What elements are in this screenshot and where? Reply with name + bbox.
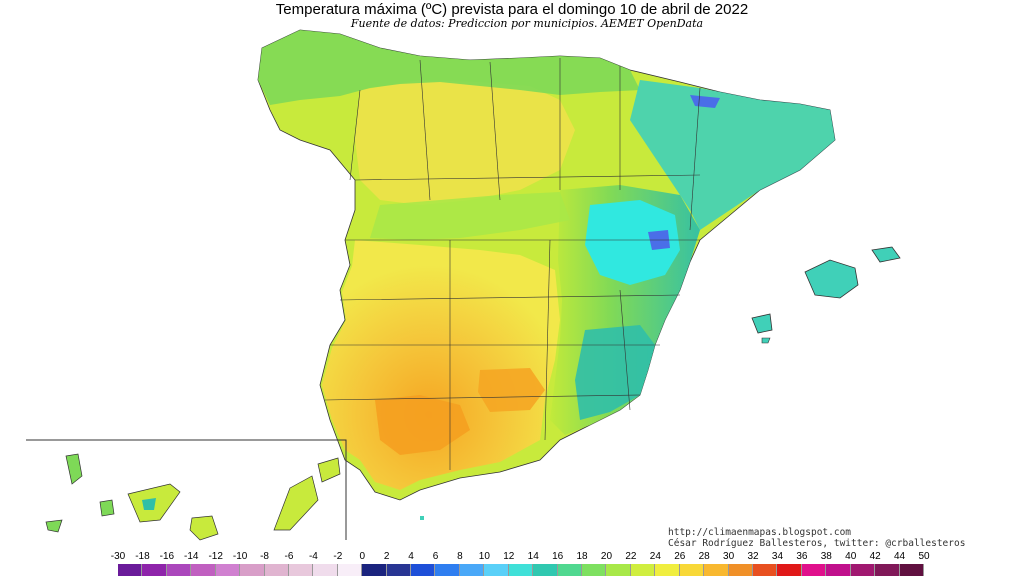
legend-tick-label: 24 bbox=[649, 551, 661, 562]
canary-inset-frame bbox=[26, 439, 347, 540]
legend-swatch bbox=[777, 564, 802, 576]
legend-swatch bbox=[899, 564, 924, 576]
legend-tick-label: -16 bbox=[159, 551, 175, 562]
legend-swatch bbox=[801, 564, 827, 576]
map-subtitle: Fuente de datos: Prediccion por municipi… bbox=[350, 17, 704, 30]
legend-swatch bbox=[362, 564, 387, 576]
legend-swatch bbox=[435, 564, 460, 576]
fuerteventura bbox=[273, 475, 319, 531]
legend-tick-label: -30 bbox=[110, 551, 126, 562]
legend-tick-label: 26 bbox=[674, 551, 686, 562]
legend-tick-label: -18 bbox=[135, 551, 150, 562]
legend-swatch bbox=[118, 564, 143, 576]
central-system-band bbox=[370, 192, 570, 240]
legend-tick-label: 22 bbox=[625, 551, 637, 562]
legend-tick-label: -2 bbox=[333, 551, 343, 562]
north-coast-zone bbox=[258, 30, 640, 105]
legend-tick-label: -12 bbox=[208, 551, 223, 562]
legend-swatch bbox=[484, 564, 509, 576]
lanzarote bbox=[317, 457, 341, 483]
north-central-zone bbox=[355, 80, 575, 205]
legend-tick-label: 44 bbox=[894, 551, 906, 562]
legend-tick-label: -14 bbox=[184, 551, 199, 562]
legend-swatch bbox=[728, 564, 753, 576]
credits-author: César Rodríguez Ballesteros, twitter: @c… bbox=[668, 538, 966, 549]
legend-swatch bbox=[142, 564, 167, 576]
province-borders bbox=[324, 58, 701, 470]
legend-swatch bbox=[508, 564, 534, 576]
gran-canaria bbox=[189, 515, 219, 541]
iberian-system-cyan bbox=[585, 200, 680, 285]
legend-swatch bbox=[264, 564, 289, 576]
legend-swatch bbox=[215, 564, 241, 576]
legend-swatch bbox=[337, 564, 363, 576]
la-palma bbox=[65, 453, 83, 485]
legend-swatch bbox=[386, 564, 412, 576]
legend-color-scale bbox=[118, 564, 924, 576]
legend-swatch bbox=[533, 564, 558, 576]
legend-swatch bbox=[875, 564, 900, 576]
legend-tick-label: 34 bbox=[771, 551, 784, 562]
legend-tick-label: -6 bbox=[284, 551, 294, 562]
legend-tick-label: 40 bbox=[845, 551, 857, 562]
teide-spot bbox=[142, 498, 156, 510]
legend-tick-label: -4 bbox=[308, 551, 318, 562]
legend-swatch bbox=[313, 564, 338, 576]
legend-tick-label: 4 bbox=[408, 551, 414, 562]
legend-tick-label: 38 bbox=[820, 551, 832, 562]
legend-tick-label: 50 bbox=[918, 551, 930, 562]
legend-swatch bbox=[411, 564, 436, 576]
legend-tick-label: 18 bbox=[576, 551, 588, 562]
legend-swatch bbox=[606, 564, 631, 576]
guadalquivir-hot-spot bbox=[375, 395, 470, 455]
legend-swatch bbox=[752, 564, 778, 576]
credits: http://climaenmapas.blogspot.com César R… bbox=[668, 527, 965, 549]
formentera bbox=[761, 337, 771, 344]
legend-tick-label: 28 bbox=[698, 551, 710, 562]
jaen-hot-spot bbox=[478, 368, 545, 412]
legend-swatch bbox=[704, 564, 729, 576]
southeast-teal bbox=[575, 325, 655, 420]
el-hierro bbox=[45, 519, 63, 533]
ibiza bbox=[751, 313, 773, 334]
legend-tick-label: 10 bbox=[478, 551, 490, 562]
credits-url: http://climaenmapas.blogspot.com bbox=[668, 527, 852, 538]
legend-swatch bbox=[630, 564, 656, 576]
legend-swatch bbox=[240, 564, 265, 576]
legend-swatch bbox=[850, 564, 876, 576]
legend-swatch bbox=[826, 564, 851, 576]
northeast-cool-zone bbox=[630, 80, 835, 230]
legend-tick-label: 36 bbox=[796, 551, 808, 562]
legend-swatch bbox=[191, 564, 216, 576]
legend-tick-label: 12 bbox=[503, 551, 515, 562]
map-title: Temperatura máxima (ºC) prevista para el… bbox=[275, 1, 749, 18]
legend-swatch bbox=[655, 564, 680, 576]
legend-swatch bbox=[166, 564, 192, 576]
legend-tick-label: 6 bbox=[432, 551, 439, 562]
legend-tick-label: 14 bbox=[527, 551, 539, 562]
legend-tick-label: 20 bbox=[600, 551, 613, 562]
legend-tick-label: 42 bbox=[869, 551, 881, 562]
la-gomera bbox=[99, 499, 115, 517]
legend-tick-label: 30 bbox=[723, 551, 735, 562]
legend-tick-label: -8 bbox=[260, 551, 269, 562]
pyrenees-cold-spot bbox=[690, 95, 720, 108]
legend-tick-label: 0 bbox=[359, 551, 366, 562]
legend-tick-label: 8 bbox=[457, 551, 463, 562]
legend-swatch bbox=[557, 564, 583, 576]
ceuta bbox=[420, 516, 424, 520]
legend-tick-label: 2 bbox=[383, 551, 390, 562]
mallorca bbox=[804, 259, 859, 299]
legend-swatch bbox=[288, 564, 314, 576]
menorca bbox=[871, 246, 901, 263]
legend-swatch bbox=[582, 564, 607, 576]
legend-tick-label: 16 bbox=[552, 551, 564, 562]
legend-swatch bbox=[679, 564, 705, 576]
legend-tick-label: 32 bbox=[747, 551, 759, 562]
legend-swatch bbox=[459, 564, 485, 576]
legend-labels: -30 -18 -16 -14 -12 -10 -8 -6 -4 -2 0 2 4 6 8 10 12 14 16 1… bbox=[0, 551, 1024, 563]
legend-tick-label: -10 bbox=[232, 551, 248, 562]
